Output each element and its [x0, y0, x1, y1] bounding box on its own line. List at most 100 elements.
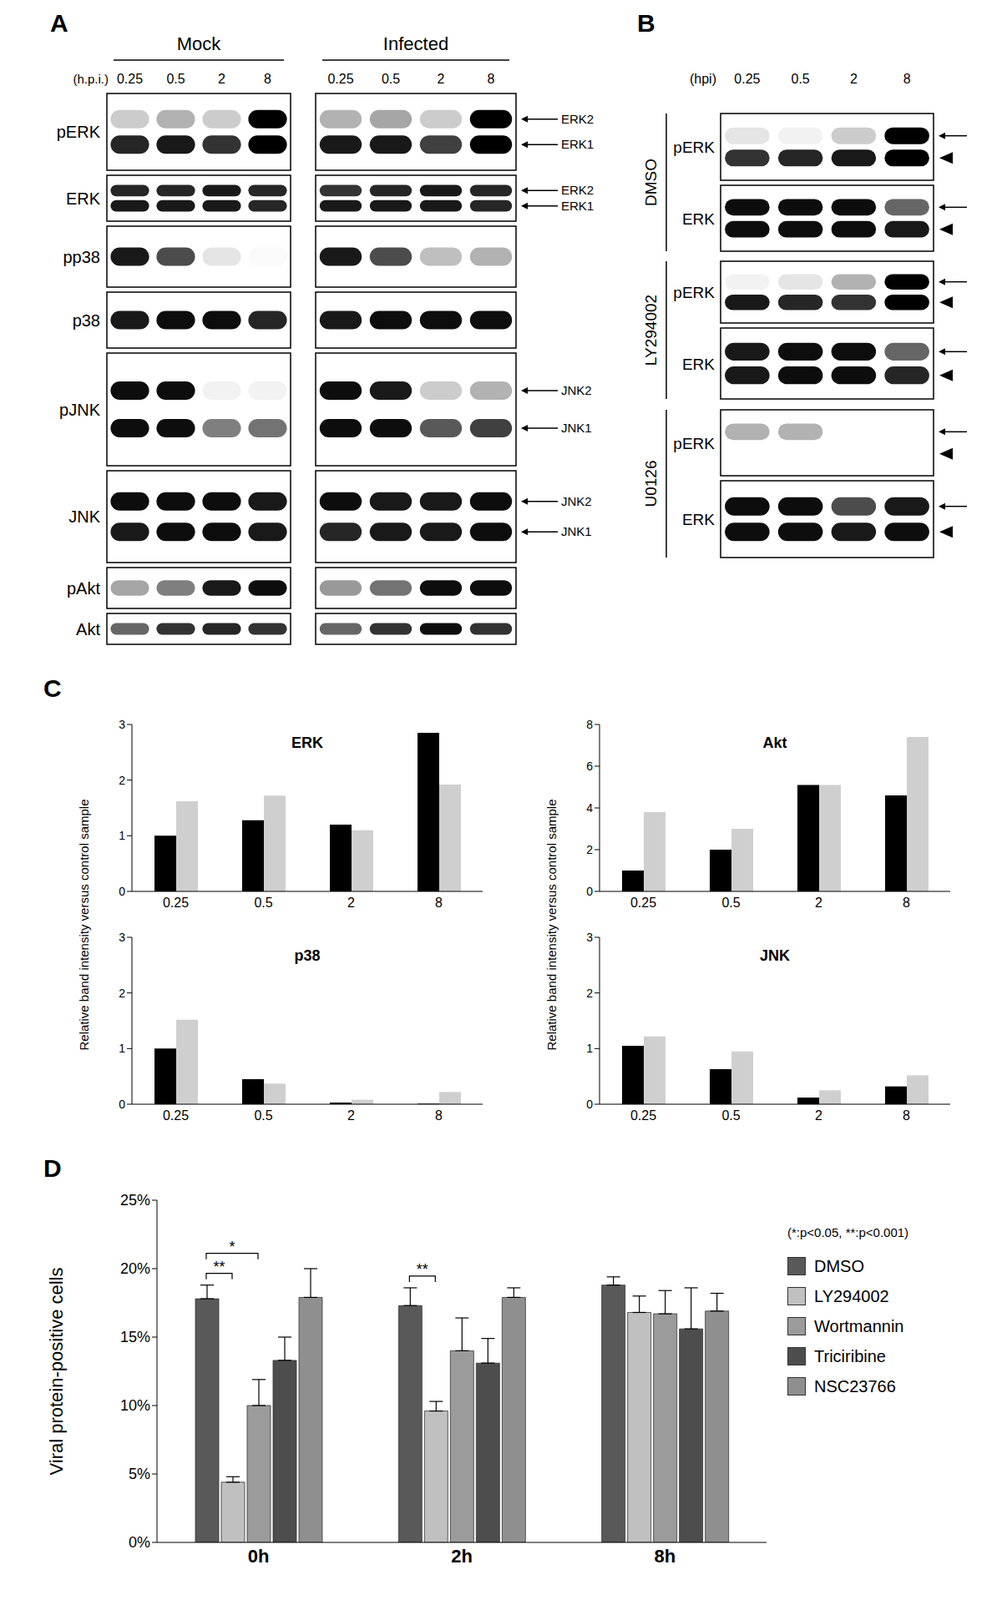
svg-text:JNK1: JNK1: [561, 420, 593, 436]
html-text:D: D: [43, 1154, 62, 1183]
svg-text:2: 2: [347, 895, 355, 911]
svg-text:0.25: 0.25: [116, 71, 143, 87]
svg-text:0: 0: [118, 885, 126, 899]
svg-text:ERK: ERK: [682, 210, 715, 228]
svg-text:2: 2: [586, 986, 593, 1001]
svg-text:B: B: [637, 9, 656, 37]
svg-text:15%: 15%: [120, 1329, 151, 1347]
svg-text:2: 2: [814, 895, 823, 911]
svg-text:0: 0: [118, 1098, 126, 1112]
svg-text:1: 1: [118, 1042, 126, 1056]
html-text:p38: p38: [294, 947, 321, 965]
svg-text:p38: p38: [72, 311, 101, 330]
svg-text:0.5: 0.5: [253, 895, 273, 911]
svg-text:25%: 25%: [120, 1192, 151, 1210]
svg-text:2: 2: [814, 1108, 823, 1124]
html-text:Akt: Akt: [762, 734, 787, 752]
svg-text:3: 3: [586, 931, 593, 945]
svg-text:2: 2: [118, 986, 126, 1001]
svg-text:JNK: JNK: [68, 507, 101, 527]
html-text:ERK: ERK: [291, 734, 324, 752]
svg-text:6: 6: [586, 759, 593, 774]
html-text:DMSO: DMSO: [814, 1257, 865, 1276]
svg-text:0.5: 0.5: [721, 1108, 740, 1124]
svg-text:3: 3: [118, 718, 126, 732]
svg-text:(h.p.i.): (h.p.i.): [72, 71, 109, 87]
svg-text:0.5: 0.5: [166, 71, 185, 87]
svg-text:10%: 10%: [120, 1397, 151, 1415]
svg-text:8: 8: [435, 1108, 443, 1124]
svg-text:8: 8: [263, 71, 272, 87]
svg-text:2: 2: [586, 843, 593, 857]
svg-text:pERK: pERK: [56, 122, 102, 142]
svg-text:(hpi): (hpi): [689, 71, 717, 87]
html-text:JNK: JNK: [759, 947, 790, 965]
svg-text:DMSO: DMSO: [642, 158, 660, 207]
svg-text:U0126: U0126: [642, 460, 660, 508]
svg-text:8: 8: [903, 71, 911, 87]
svg-text:Akt: Akt: [75, 620, 101, 639]
svg-text:2: 2: [347, 1108, 355, 1124]
svg-text:0%: 0%: [128, 1534, 151, 1552]
svg-text:0.5: 0.5: [253, 1108, 273, 1124]
svg-text:8h: 8h: [653, 1546, 676, 1568]
svg-text:0.5: 0.5: [791, 71, 810, 87]
svg-text:0.25: 0.25: [162, 1108, 189, 1124]
svg-text:Mock: Mock: [177, 33, 223, 55]
svg-text:A: A: [50, 9, 69, 37]
svg-text:1: 1: [586, 1042, 593, 1056]
svg-text:0.25: 0.25: [327, 71, 354, 87]
svg-text:ERK2: ERK2: [561, 182, 594, 198]
svg-text:5%: 5%: [128, 1466, 151, 1483]
html-text:Viral protein-positive cells: Viral protein-positive cells: [45, 1267, 67, 1476]
svg-text:4: 4: [586, 801, 593, 815]
html-text:LY294002: LY294002: [814, 1287, 890, 1306]
svg-text:8: 8: [902, 895, 911, 911]
svg-text:JNK2: JNK2: [561, 494, 593, 509]
svg-text:2: 2: [850, 71, 858, 87]
svg-text:8: 8: [902, 1108, 911, 1124]
svg-text:2: 2: [437, 71, 446, 87]
svg-text:ERK2: ERK2: [561, 111, 594, 127]
svg-text:8: 8: [487, 71, 496, 87]
svg-text:2: 2: [217, 71, 226, 87]
svg-text:8: 8: [435, 895, 443, 911]
svg-text:0.25: 0.25: [630, 895, 657, 911]
svg-text:ERK1: ERK1: [561, 136, 594, 152]
svg-text:JNK2: JNK2: [561, 383, 593, 398]
svg-text:pAkt: pAkt: [66, 579, 101, 598]
svg-text:0.25: 0.25: [162, 895, 189, 911]
svg-text:ERK1: ERK1: [561, 198, 594, 213]
svg-text:0.25: 0.25: [733, 71, 760, 87]
svg-text:pERK: pERK: [673, 138, 715, 157]
svg-text:**: **: [416, 1261, 429, 1279]
svg-text:pp38: pp38: [63, 247, 102, 267]
svg-text:20%: 20%: [120, 1260, 151, 1278]
svg-text:pJNK: pJNK: [59, 400, 102, 420]
html-text:NSC23766: NSC23766: [814, 1377, 896, 1396]
html-text:Triciribine: Triciribine: [814, 1347, 886, 1366]
svg-text:ERK: ERK: [65, 189, 102, 208]
svg-text:JNK1: JNK1: [561, 524, 593, 539]
svg-text:3: 3: [118, 931, 126, 945]
svg-text:ERK: ERK: [682, 355, 715, 374]
svg-text:8: 8: [586, 718, 593, 732]
svg-text:ERK: ERK: [682, 511, 715, 529]
svg-text:0h: 0h: [247, 1546, 270, 1568]
svg-text:pERK: pERK: [673, 435, 715, 453]
svg-text:2: 2: [118, 774, 126, 788]
svg-text:**: **: [212, 1259, 225, 1276]
svg-text:*: *: [228, 1239, 235, 1256]
svg-text:0.5: 0.5: [381, 71, 400, 87]
svg-text:0.25: 0.25: [630, 1108, 657, 1124]
html-text:Wortmannin: Wortmannin: [814, 1317, 904, 1336]
svg-text:2h: 2h: [450, 1546, 473, 1568]
svg-text:0.5: 0.5: [721, 895, 740, 911]
svg-text:Infected: Infected: [383, 33, 449, 55]
svg-text:pERK: pERK: [673, 283, 715, 302]
html-text:C: C: [43, 674, 62, 703]
svg-text:0: 0: [586, 885, 593, 899]
svg-text:1: 1: [118, 829, 126, 843]
svg-text:0: 0: [586, 1098, 593, 1112]
svg-text:LY294002: LY294002: [642, 294, 660, 366]
